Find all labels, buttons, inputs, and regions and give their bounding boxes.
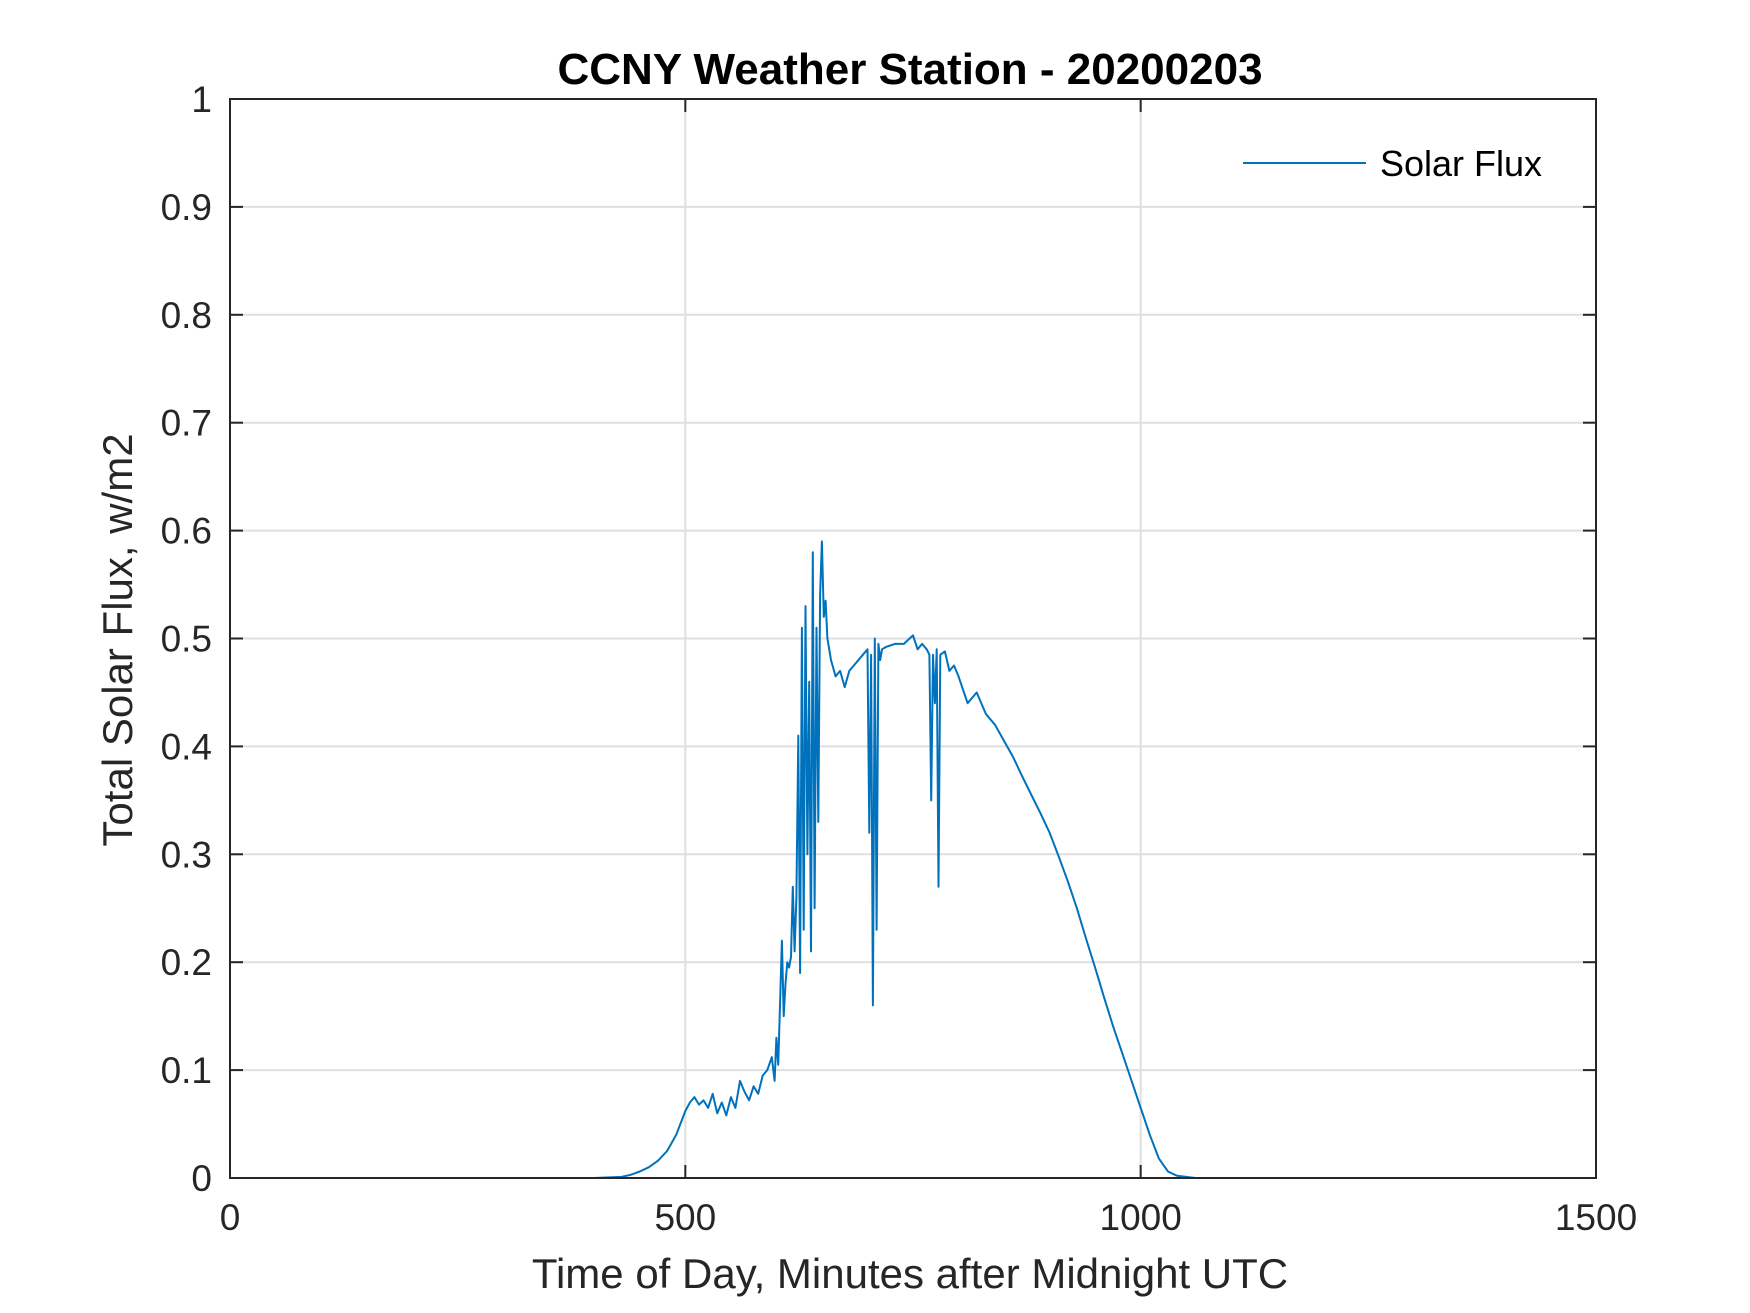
ticks: 0 500 1000 1500 0 0.1 0.2 0.3 0.4 0.5 0.6 0.7 0.8 0.9…	[161, 79, 1638, 1238]
y-tick-label: 0.5	[161, 619, 212, 660]
series-layer	[230, 540, 1546, 1179]
y-tick-label: 0.4	[161, 726, 212, 767]
y-tick-label: 0.1	[161, 1050, 212, 1091]
y-tick-label: 0	[191, 1158, 212, 1199]
series-line-solar-flux	[230, 540, 1546, 1179]
x-tick-label: 0	[220, 1197, 241, 1238]
legend: Solar Flux	[1243, 143, 1542, 184]
y-tick-label: 0.3	[161, 834, 212, 875]
y-tick-label: 0.7	[161, 403, 212, 444]
legend-label-solar-flux: Solar Flux	[1380, 143, 1542, 184]
y-tick-label: 0.8	[161, 295, 212, 336]
x-tick-label: 500	[654, 1197, 716, 1238]
y-axis-label: Total Solar Flux, w/m2	[94, 433, 141, 846]
y-tick-label: 0.6	[161, 511, 212, 552]
y-tick-label: 0.2	[161, 942, 212, 983]
x-tick-label: 1500	[1555, 1197, 1637, 1238]
x-tick-label: 1000	[1100, 1197, 1182, 1238]
chart-title: CCNY Weather Station - 20200203	[557, 45, 1262, 94]
y-tick-label: 0.9	[161, 187, 212, 228]
y-tick-label: 1	[191, 79, 212, 120]
x-axis-label: Time of Day, Minutes after Midnight UTC	[532, 1250, 1288, 1297]
